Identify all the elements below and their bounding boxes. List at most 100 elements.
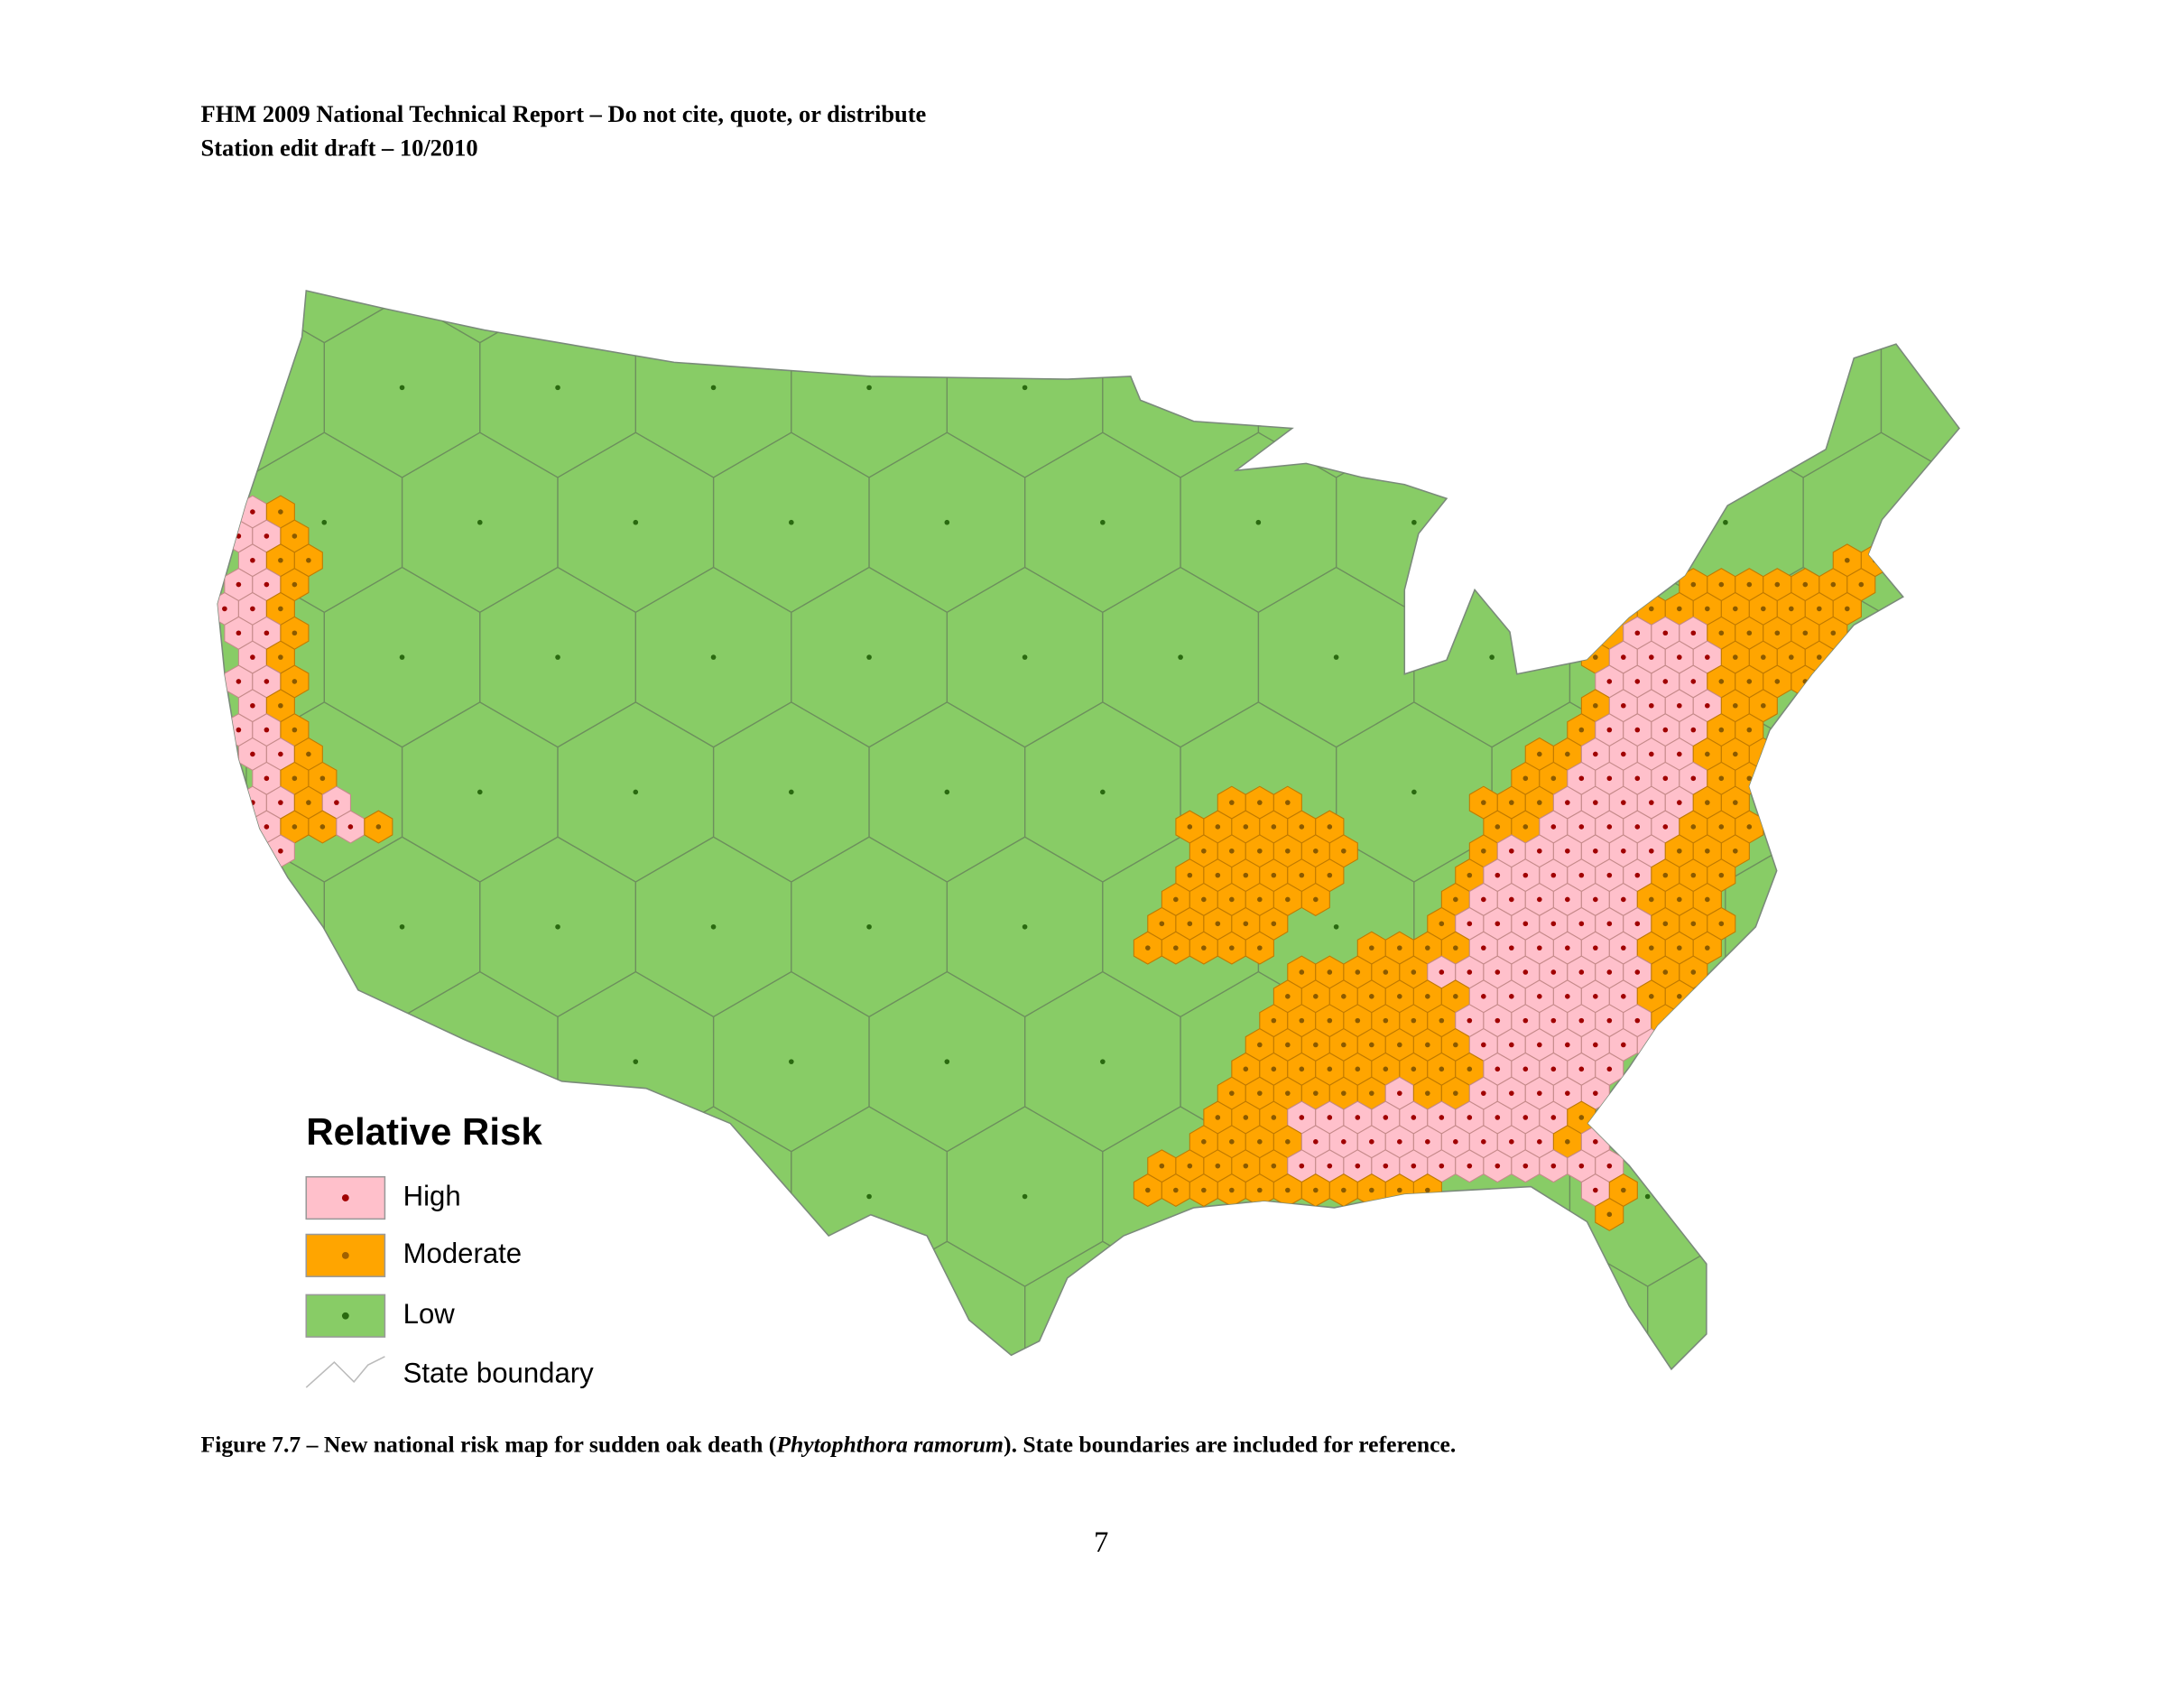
hex-dot	[1425, 945, 1430, 951]
hex-dot	[1201, 1187, 1207, 1193]
hex-dot	[1550, 1115, 1557, 1120]
hex-dot	[1578, 824, 1585, 830]
hex-dot	[1690, 581, 1697, 588]
hex-dot	[1229, 848, 1235, 854]
hex-dot	[1578, 1115, 1585, 1120]
hex-dot	[1495, 824, 1501, 830]
hex-dot	[292, 630, 298, 636]
hex-dot	[1593, 1187, 1598, 1193]
hex-dot	[1145, 1187, 1151, 1193]
hex-dot	[236, 679, 242, 684]
hex-dot	[399, 385, 405, 391]
hex-dot	[1550, 1017, 1557, 1024]
hex-dot	[1285, 1187, 1291, 1193]
hex-dot	[1606, 824, 1613, 830]
hex-dot	[1746, 775, 1753, 782]
hex-dot	[1690, 969, 1697, 975]
hex-dot	[1229, 800, 1235, 805]
hex-dot	[1327, 1017, 1333, 1024]
hex-dot	[1299, 1163, 1305, 1169]
hex-dot	[1425, 993, 1430, 999]
hex-dot	[1495, 969, 1501, 975]
hex-dot	[1243, 824, 1249, 830]
hex-dot	[1621, 1187, 1626, 1193]
hex-dot	[1285, 896, 1291, 903]
hex-dot	[1733, 800, 1738, 805]
caption-text: Figure 7.7 – New national risk map for s…	[201, 1431, 777, 1457]
hex-dot	[1327, 872, 1333, 878]
hex-dot	[1690, 679, 1697, 684]
hex-dot	[399, 654, 405, 660]
hex-dot	[1621, 800, 1626, 805]
hex-dot	[347, 824, 354, 830]
legend-label: Low	[403, 1298, 456, 1330]
hex-dot	[1565, 800, 1570, 805]
hex-dot	[1718, 921, 1725, 927]
hex-dot	[1397, 945, 1402, 951]
hex-dot	[1723, 519, 1728, 525]
hex-dot	[633, 789, 639, 795]
hex-dot	[1789, 654, 1794, 660]
hex-dot	[278, 800, 283, 805]
hex-dot	[1649, 1042, 1654, 1048]
hex-dot	[1383, 1115, 1389, 1120]
hex-dot	[1677, 896, 1682, 903]
risk-map	[217, 290, 1960, 1371]
hex-dot	[1369, 1187, 1374, 1193]
low-hex	[1336, 1240, 1493, 1369]
hex-dot	[1201, 945, 1207, 951]
hex-dot	[1229, 1090, 1235, 1096]
hex-dot	[1774, 581, 1781, 588]
hex-dot	[264, 581, 270, 588]
hex-dot	[1397, 1187, 1402, 1193]
hex-dot	[1677, 800, 1682, 805]
hex-dot	[1271, 1115, 1277, 1120]
hex-dot	[1733, 702, 1738, 709]
hex-dot	[264, 775, 270, 782]
hex-dot	[1733, 654, 1738, 660]
hex-dot	[1299, 824, 1305, 830]
low-hex	[1802, 291, 1959, 344]
hex-dot	[1425, 1042, 1430, 1048]
hex-dot	[1677, 945, 1682, 951]
hex-dot	[264, 630, 270, 636]
low-hex	[1880, 1106, 1959, 1287]
hex-dot	[1467, 969, 1473, 975]
hex-dot	[1593, 945, 1598, 951]
hex-dot	[1439, 921, 1445, 927]
hex-dot	[1649, 800, 1654, 805]
hex-dot	[1789, 606, 1794, 612]
hex-dot	[866, 923, 872, 930]
hex-dot	[1621, 751, 1626, 757]
hex-dot	[1201, 1139, 1207, 1145]
hex-dot	[1522, 824, 1529, 830]
hex-dot	[1243, 1115, 1249, 1120]
hex-dot	[1733, 848, 1738, 854]
hex-dot	[1746, 630, 1753, 636]
hex-dot	[1215, 921, 1221, 927]
hex-dot	[1677, 606, 1682, 612]
low-hex	[1023, 1240, 1181, 1369]
hex-dot	[1621, 606, 1626, 612]
hex-dot	[1537, 1090, 1542, 1096]
hex-dot	[1187, 872, 1193, 878]
hex-dot	[1578, 1017, 1585, 1024]
hex-dot	[1550, 872, 1557, 878]
hex-dot	[1733, 606, 1738, 612]
hex-dot	[1677, 751, 1682, 757]
hex-dot	[1327, 969, 1333, 975]
hex-dot	[1299, 1017, 1305, 1024]
hex-dot	[1369, 1042, 1374, 1048]
hex-dot	[1341, 1090, 1346, 1096]
hex-dot	[1271, 921, 1277, 927]
hex-dot	[1537, 751, 1542, 757]
hex-dot	[1634, 679, 1641, 684]
hex-dot	[1690, 921, 1697, 927]
hex-dot	[1481, 1090, 1486, 1096]
hex-dot	[1333, 654, 1339, 660]
hex-dot	[1271, 1066, 1277, 1072]
hex-dot	[1537, 945, 1542, 951]
hex-dot	[1327, 824, 1333, 830]
hex-dot	[1341, 993, 1346, 999]
low-hex	[401, 291, 559, 344]
